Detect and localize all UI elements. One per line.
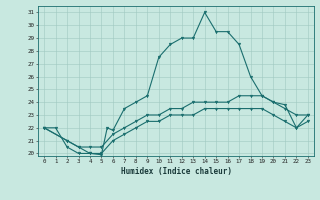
X-axis label: Humidex (Indice chaleur): Humidex (Indice chaleur) (121, 167, 231, 176)
